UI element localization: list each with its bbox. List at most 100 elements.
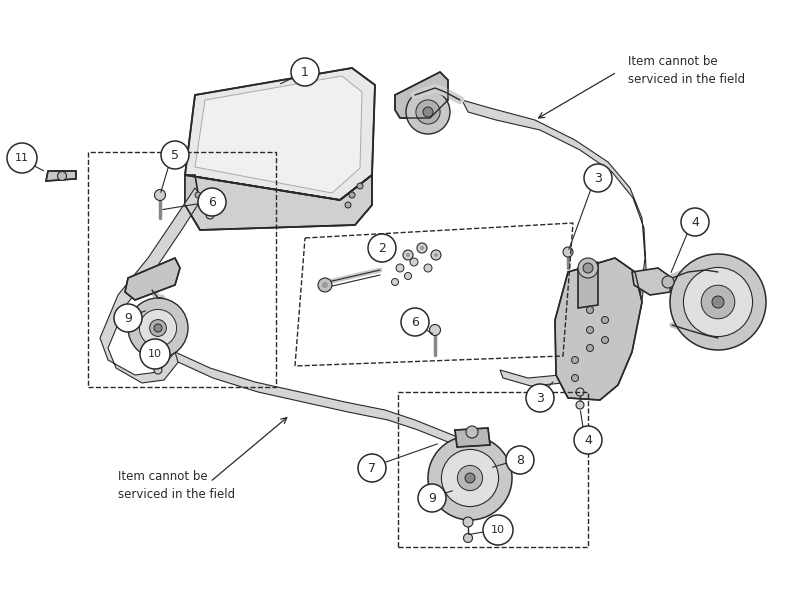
Circle shape <box>406 90 450 134</box>
Circle shape <box>154 324 162 332</box>
Circle shape <box>483 515 513 545</box>
Circle shape <box>318 278 332 292</box>
Text: 4: 4 <box>584 433 592 446</box>
Circle shape <box>423 107 433 117</box>
Text: 10: 10 <box>491 525 505 535</box>
Text: 6: 6 <box>411 316 419 328</box>
Polygon shape <box>125 258 180 300</box>
Text: 9: 9 <box>428 491 436 505</box>
Circle shape <box>322 282 328 288</box>
Circle shape <box>139 309 177 346</box>
Circle shape <box>349 192 355 198</box>
Circle shape <box>670 254 766 350</box>
Circle shape <box>420 246 424 250</box>
Circle shape <box>576 401 584 409</box>
Polygon shape <box>195 76 362 193</box>
Text: 10: 10 <box>148 349 162 359</box>
Circle shape <box>601 316 608 324</box>
Text: 2: 2 <box>378 241 386 254</box>
Circle shape <box>128 298 188 358</box>
Circle shape <box>154 366 162 374</box>
Polygon shape <box>455 428 490 447</box>
Circle shape <box>114 304 142 332</box>
Bar <box>398 392 588 547</box>
Text: 11: 11 <box>15 153 29 163</box>
Circle shape <box>526 384 554 412</box>
Circle shape <box>207 201 213 207</box>
Circle shape <box>417 243 427 253</box>
Circle shape <box>428 436 512 520</box>
Circle shape <box>463 517 473 527</box>
Circle shape <box>681 208 709 236</box>
Circle shape <box>403 250 413 260</box>
Text: 3: 3 <box>594 171 602 184</box>
Circle shape <box>464 534 472 543</box>
Circle shape <box>404 273 412 279</box>
Circle shape <box>466 426 478 438</box>
Circle shape <box>702 285 735 319</box>
Circle shape <box>465 473 475 483</box>
Text: 3: 3 <box>536 392 544 405</box>
Circle shape <box>506 446 534 474</box>
Circle shape <box>574 426 602 454</box>
Circle shape <box>358 454 386 482</box>
Circle shape <box>7 143 37 173</box>
Circle shape <box>430 325 441 335</box>
Circle shape <box>291 58 319 86</box>
Circle shape <box>198 188 226 216</box>
Circle shape <box>418 484 446 512</box>
Text: 7: 7 <box>368 462 376 475</box>
Text: Item cannot be
serviced in the field: Item cannot be serviced in the field <box>118 470 235 501</box>
Polygon shape <box>395 72 448 118</box>
Circle shape <box>578 258 598 278</box>
Text: 1: 1 <box>301 66 309 79</box>
Circle shape <box>195 192 201 198</box>
Polygon shape <box>175 352 482 462</box>
Circle shape <box>584 164 612 192</box>
Circle shape <box>158 354 166 362</box>
Circle shape <box>586 327 593 333</box>
Circle shape <box>205 190 211 196</box>
Circle shape <box>442 449 498 507</box>
Circle shape <box>410 258 418 266</box>
Polygon shape <box>578 262 598 308</box>
Circle shape <box>396 264 404 272</box>
Polygon shape <box>185 68 375 200</box>
Circle shape <box>416 100 440 124</box>
Circle shape <box>563 247 573 257</box>
Circle shape <box>712 296 724 308</box>
Polygon shape <box>185 175 372 230</box>
Polygon shape <box>46 171 76 181</box>
Text: 4: 4 <box>691 216 699 228</box>
Text: 6: 6 <box>208 195 216 209</box>
Circle shape <box>662 276 674 288</box>
Circle shape <box>434 253 438 257</box>
Circle shape <box>683 268 753 336</box>
Circle shape <box>357 183 363 189</box>
Text: 5: 5 <box>171 149 179 161</box>
Circle shape <box>401 308 429 336</box>
Circle shape <box>149 320 167 336</box>
Bar <box>88 152 276 387</box>
Circle shape <box>161 141 189 169</box>
Polygon shape <box>555 258 642 400</box>
Circle shape <box>571 357 578 363</box>
Polygon shape <box>632 268 672 295</box>
Text: Item cannot be
serviced in the field: Item cannot be serviced in the field <box>628 55 745 86</box>
Circle shape <box>406 253 410 257</box>
Circle shape <box>206 211 214 219</box>
Circle shape <box>58 171 66 181</box>
Polygon shape <box>462 100 646 386</box>
Text: 8: 8 <box>516 454 524 467</box>
Circle shape <box>576 388 584 396</box>
Circle shape <box>368 234 396 262</box>
Text: 9: 9 <box>124 311 132 325</box>
Circle shape <box>155 190 165 201</box>
Circle shape <box>586 344 593 351</box>
Circle shape <box>140 339 170 369</box>
Circle shape <box>571 375 578 381</box>
Circle shape <box>457 465 483 491</box>
Circle shape <box>586 306 593 314</box>
Circle shape <box>431 250 441 260</box>
Circle shape <box>583 263 593 273</box>
